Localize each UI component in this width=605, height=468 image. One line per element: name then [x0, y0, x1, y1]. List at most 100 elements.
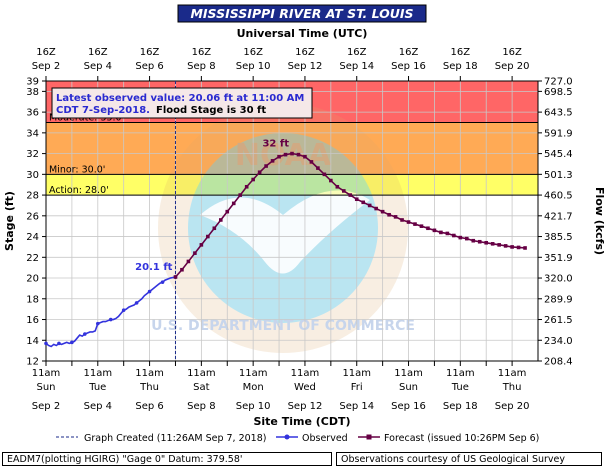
top-tick-utc: 16Z	[502, 47, 522, 58]
bottom-tick-weekday: Sat	[193, 382, 209, 393]
bottom-tick-weekday: Thu	[139, 382, 159, 393]
forecast-point	[335, 184, 340, 189]
forecast-point	[458, 235, 463, 240]
bottom-tick-time: 11am	[83, 368, 112, 379]
forecast-point	[439, 230, 443, 235]
observed-point	[121, 308, 126, 312]
watermark-gull	[200, 190, 370, 274]
y2-axis-title: Flow (kcfs)	[593, 187, 605, 255]
flow-tick-label: 591.9	[544, 128, 573, 139]
forecast-point	[212, 226, 217, 231]
flood-band-minor	[46, 174, 538, 196]
chart-title: MISSISSIPPI RIVER AT ST. LOUIS	[190, 6, 413, 21]
y-tick-label: 14	[26, 336, 39, 347]
y-axis-title: Stage (ft)	[3, 191, 16, 251]
top-axis-title: Universal Time (UTC)	[237, 27, 368, 40]
bottom-date-label: Sep 6	[135, 401, 163, 412]
flow-tick-label: 351.9	[544, 253, 573, 264]
forecast-point	[503, 244, 508, 248]
y-tick-label: 30	[26, 170, 39, 181]
forecast-point	[367, 203, 372, 208]
value-annotation: 20.1 ft	[135, 262, 173, 273]
bottom-tick-weekday: Thu	[502, 382, 522, 393]
forecast-point	[516, 245, 521, 250]
top-tick-utc: 16Z	[140, 47, 160, 58]
top-tick-utc: 16Z	[243, 47, 263, 58]
flood-band-moderate	[46, 122, 538, 175]
forecast-point	[523, 246, 527, 250]
forecast-point	[406, 220, 411, 224]
forecast-point	[348, 193, 353, 197]
observed-point	[70, 340, 74, 345]
forecast-point	[303, 154, 307, 159]
y-tick-label: 22	[26, 253, 39, 264]
flow-tick-label: 727.0	[544, 77, 573, 88]
y-axis-right: 234.0 261.5 289.9 320.0 351.9 385.5 421.7 460.5…	[538, 77, 573, 368]
forecast-point	[186, 259, 191, 264]
bottom-tick-time: 11am	[239, 368, 268, 379]
flow-tick-label: 208.4	[544, 357, 573, 368]
forecast-point	[471, 238, 476, 243]
top-tick-date: Sep 20	[495, 61, 530, 72]
y-tick-label: 12	[26, 357, 39, 368]
forecast-point	[251, 177, 255, 182]
plot-frame	[45, 80, 539, 362]
flow-tick-label: 643.5	[544, 108, 573, 119]
flow-tick-label: 698.5	[544, 87, 573, 98]
bottom-tick-weekday: Mon	[243, 382, 264, 393]
observed-point	[44, 341, 48, 346]
bottom-tick-time: 11am	[342, 368, 371, 379]
forecast-point	[419, 224, 424, 228]
forecast-point	[477, 239, 482, 244]
bottom-tick-time: 11am	[291, 368, 320, 379]
forecast-point	[244, 184, 249, 189]
top-tick-date: Sep 6	[135, 61, 163, 72]
top-axis: 16Z Sep 2 16Z Sep 4 16Z Sep 6 16Z Sep 8 16Z Sep 1…	[32, 47, 530, 81]
y-tick-label: 36	[26, 108, 39, 119]
legend-observed-label: Observed	[302, 433, 348, 444]
bottom-tick-time: 11am	[135, 368, 164, 379]
threshold-label: Minor: 30.0'	[49, 164, 105, 175]
forecast-point	[341, 189, 346, 193]
forecast-point	[464, 236, 469, 241]
y-tick-label: 24	[26, 232, 39, 243]
forecast-point	[413, 222, 417, 226]
y-tick-label: 39	[26, 77, 39, 88]
top-tick-utc: 16Z	[347, 47, 367, 58]
watermark-ring	[158, 103, 408, 353]
y-tick-label: 16	[26, 315, 39, 326]
latest-value-box-bg	[51, 87, 313, 119]
forecast-point	[490, 242, 495, 246]
bottom-date-label: Sep 2	[32, 401, 60, 412]
top-tick-date: Sep 16	[391, 61, 426, 72]
bottom-date-label: Sep 18	[443, 401, 478, 412]
observed-point	[95, 321, 100, 326]
bottom-date-label: Sep 8	[187, 401, 215, 412]
flow-tick-label: 545.4	[544, 149, 573, 160]
forecast-point	[173, 275, 178, 279]
forecast-point	[387, 212, 391, 217]
flood-stage-text: Flood Stage is 30 ft	[156, 105, 266, 116]
latest-value-line1: Latest observed value: 20.06 ft at 11:00…	[56, 93, 304, 104]
forecast-point	[309, 160, 314, 164]
forecast-point	[316, 166, 320, 170]
top-tick-date: Sep 2	[32, 61, 60, 72]
forecast-point	[510, 245, 514, 249]
bottom-tick-weekday: Fri	[351, 382, 363, 393]
forecast-point	[426, 226, 430, 231]
y-tick-label: 32	[26, 149, 39, 160]
y-tick-label: 26	[26, 211, 39, 222]
forecast-point	[296, 152, 301, 157]
forecast-point	[329, 178, 333, 183]
y-tick-label: 34	[26, 128, 39, 139]
forecast-point	[283, 152, 288, 157]
forecast-point	[218, 218, 223, 222]
top-tick-date: Sep 4	[84, 61, 112, 72]
flow-tick-label: 501.3	[544, 170, 573, 181]
y-tick-label: 20	[26, 274, 39, 285]
bottom-tick-time: 11am	[394, 368, 423, 379]
bottom-date-label: Sep 12	[288, 401, 323, 412]
forecast-point	[393, 215, 398, 219]
observed-point	[83, 332, 87, 336]
